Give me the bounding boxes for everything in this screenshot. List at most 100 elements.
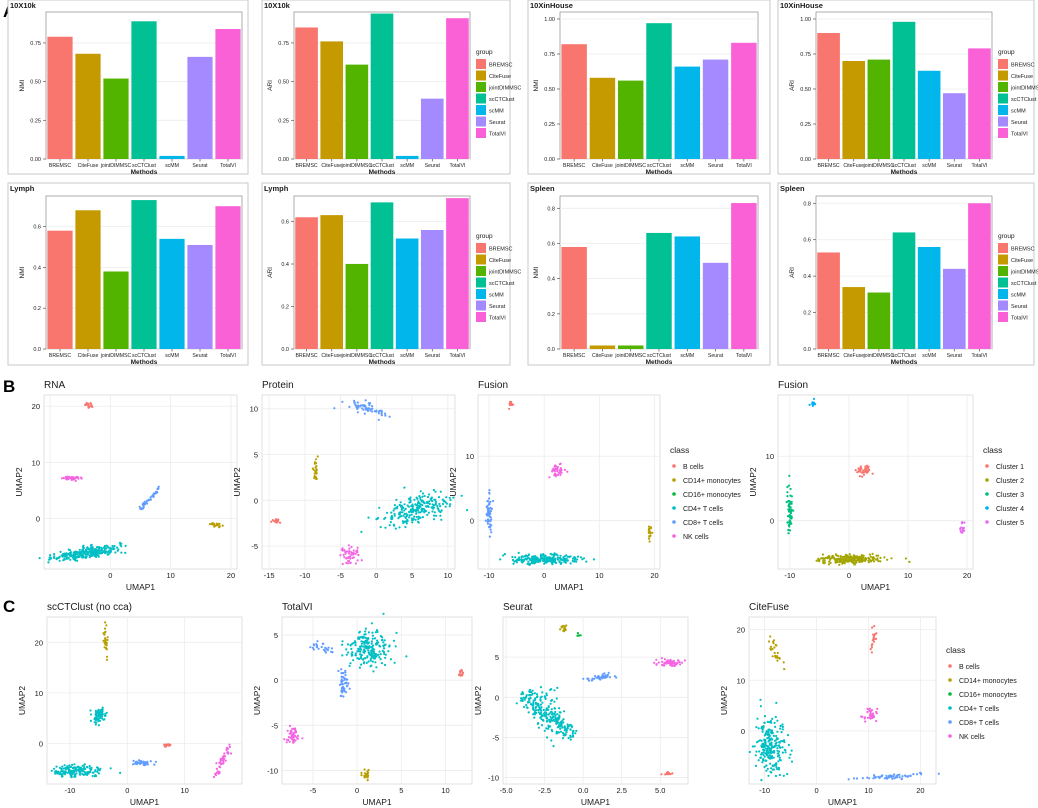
point [58, 555, 61, 558]
point [360, 657, 363, 660]
point [536, 557, 539, 560]
point [378, 410, 381, 413]
point [401, 505, 404, 508]
point [669, 660, 672, 663]
point [91, 549, 94, 553]
point [367, 631, 370, 634]
point [527, 711, 530, 714]
point [546, 708, 549, 711]
plot-panel [261, 394, 456, 570]
point [526, 555, 529, 558]
point [377, 412, 380, 415]
point [553, 470, 556, 473]
y-tick-label: 0.25 [544, 122, 555, 128]
cluster-cd8-t-cells [138, 485, 160, 511]
point [354, 562, 357, 565]
point [366, 772, 369, 775]
point [849, 555, 852, 558]
point [385, 511, 389, 514]
point [550, 728, 553, 732]
point [422, 492, 425, 495]
plot-panel [477, 394, 661, 570]
y-tick-label: 0.0 [281, 347, 289, 353]
point [490, 518, 493, 521]
x-tick-label: 10 [904, 571, 912, 580]
point [68, 764, 71, 767]
legend-swatch [476, 243, 486, 253]
legend-label: CD4+ T cells [959, 706, 1000, 713]
bar-citefuse [320, 41, 344, 159]
point [781, 751, 785, 754]
point [143, 502, 147, 505]
y-tick-label: 0.00 [278, 157, 289, 163]
point [396, 505, 399, 508]
point [856, 471, 859, 474]
point [376, 639, 379, 642]
point [379, 645, 382, 648]
point [765, 730, 768, 733]
y-tick-label: 0.75 [800, 52, 811, 58]
point [345, 557, 348, 560]
point [366, 779, 369, 782]
point [420, 507, 424, 510]
point [343, 677, 346, 680]
point [608, 676, 612, 679]
x-tick-label: 0 [542, 571, 546, 580]
point [768, 734, 771, 738]
point [556, 716, 560, 719]
point [106, 545, 109, 548]
point [518, 556, 521, 559]
legend-label: jointDIMMSC [488, 270, 521, 276]
point [779, 724, 782, 728]
legend-title: group [476, 233, 493, 240]
bar-jointdimmsc [345, 264, 369, 349]
point [94, 551, 97, 554]
point [81, 764, 84, 767]
point [574, 732, 577, 735]
point [432, 518, 436, 521]
point [417, 509, 420, 512]
point [533, 713, 537, 716]
point [883, 556, 886, 559]
point [959, 527, 962, 530]
bar-seurat [702, 59, 729, 159]
point [152, 492, 155, 495]
point [817, 557, 820, 561]
point [754, 754, 757, 757]
point [342, 553, 345, 557]
y-tick-label: 5 [495, 653, 499, 662]
point [864, 557, 867, 560]
point [789, 529, 792, 532]
point [100, 715, 104, 718]
point [532, 701, 535, 704]
point [217, 523, 220, 526]
point [769, 762, 772, 765]
point [85, 401, 88, 405]
point [60, 477, 64, 480]
point [381, 638, 384, 642]
point [770, 744, 773, 747]
point [811, 404, 815, 407]
point [144, 763, 147, 766]
point [362, 404, 365, 408]
point [53, 556, 56, 560]
y-tick-label: 0.2 [33, 306, 41, 312]
y-tick-label: 1.00 [800, 17, 811, 23]
point [760, 779, 763, 782]
point [870, 646, 874, 649]
point [756, 717, 759, 720]
x-tick-label: 10 [441, 786, 449, 795]
point [766, 720, 769, 724]
x-tick-label: -15 [264, 571, 275, 580]
bar-scmm [395, 155, 419, 159]
point [489, 528, 492, 531]
point [312, 643, 315, 646]
point [100, 710, 103, 713]
point [288, 740, 291, 743]
point [751, 745, 755, 748]
point [768, 728, 771, 732]
point [511, 558, 515, 562]
point [448, 496, 451, 499]
